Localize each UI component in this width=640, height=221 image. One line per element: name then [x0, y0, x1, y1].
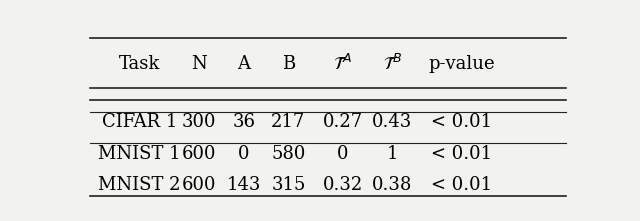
Text: 1: 1	[387, 145, 398, 163]
Text: < 0.01: < 0.01	[431, 113, 493, 131]
Text: p-value: p-value	[429, 55, 495, 73]
Text: A: A	[237, 55, 250, 73]
Text: 315: 315	[271, 176, 305, 194]
Text: $\mathcal{T}^B$: $\mathcal{T}^B$	[383, 54, 402, 74]
Text: 143: 143	[227, 176, 261, 194]
Text: MNIST 2: MNIST 2	[99, 176, 180, 194]
Text: 600: 600	[182, 176, 216, 194]
Text: N: N	[191, 55, 207, 73]
Text: CIFAR 1: CIFAR 1	[102, 113, 177, 131]
Text: B: B	[282, 55, 295, 73]
Text: 300: 300	[182, 113, 216, 131]
Text: 0.38: 0.38	[372, 176, 413, 194]
Text: 0: 0	[238, 145, 250, 163]
Text: 580: 580	[271, 145, 305, 163]
Text: 600: 600	[182, 145, 216, 163]
Text: MNIST 1: MNIST 1	[98, 145, 181, 163]
Text: 0.43: 0.43	[372, 113, 413, 131]
Text: 36: 36	[232, 113, 255, 131]
Text: < 0.01: < 0.01	[431, 145, 493, 163]
Text: < 0.01: < 0.01	[431, 176, 493, 194]
Text: 217: 217	[271, 113, 305, 131]
Text: $\mathcal{T}^A$: $\mathcal{T}^A$	[333, 54, 353, 74]
Text: 0: 0	[337, 145, 349, 163]
Text: Task: Task	[119, 55, 160, 73]
Text: 0.32: 0.32	[323, 176, 363, 194]
Text: 0.27: 0.27	[323, 113, 363, 131]
